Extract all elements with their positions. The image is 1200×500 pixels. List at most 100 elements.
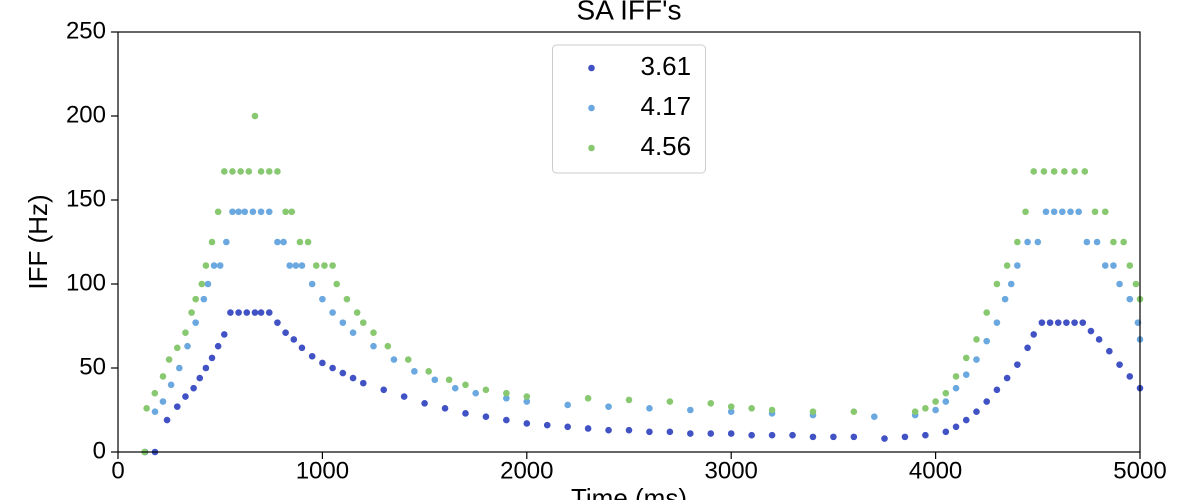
point [1126, 373, 1134, 380]
point [973, 356, 980, 363]
point [173, 403, 181, 410]
point [370, 342, 377, 350]
point [400, 393, 408, 400]
point [1001, 295, 1009, 303]
point [251, 112, 259, 120]
y-tick-label: 200 [66, 101, 106, 128]
point [304, 238, 312, 246]
point [584, 394, 592, 402]
point [451, 384, 459, 392]
point [1030, 168, 1038, 175]
point [257, 309, 265, 316]
point [962, 354, 970, 362]
point [223, 238, 230, 246]
series [151, 208, 1144, 421]
point [983, 398, 990, 405]
legend-label: 3.61 [641, 51, 692, 81]
point [339, 369, 347, 377]
point [220, 168, 228, 175]
point [421, 399, 428, 407]
point [1106, 347, 1113, 355]
series [141, 112, 1144, 456]
point [292, 262, 300, 269]
point [200, 295, 208, 303]
point [308, 352, 316, 360]
point [176, 364, 183, 372]
point [962, 416, 970, 424]
legend-label: 4.56 [641, 131, 692, 161]
point [384, 342, 392, 350]
point [922, 431, 929, 439]
point [349, 329, 357, 337]
y-axis-label: IFF (Hz) [23, 194, 53, 289]
point [1083, 238, 1091, 246]
point [192, 295, 199, 303]
point [282, 329, 289, 337]
point [329, 262, 336, 269]
point [321, 262, 328, 269]
point [1059, 208, 1066, 216]
point [1087, 327, 1095, 335]
point [646, 405, 653, 412]
point [1042, 208, 1050, 216]
point [666, 428, 674, 436]
point [1126, 295, 1134, 303]
point [1040, 168, 1048, 175]
y-tick-label: 50 [79, 353, 106, 380]
point [1050, 208, 1058, 216]
chart-title: SA IFF's [577, 0, 682, 25]
point [881, 435, 888, 442]
point [184, 342, 191, 350]
point [727, 430, 735, 437]
point [343, 295, 351, 303]
point [257, 168, 265, 175]
point [249, 208, 257, 216]
point [235, 309, 242, 316]
point [1014, 361, 1021, 368]
point [274, 319, 281, 326]
point [625, 426, 633, 434]
legend: 3.61 4.17 4.56 [552, 44, 706, 174]
x-tick-label: 1000 [296, 457, 349, 484]
x-tick-label: 3000 [705, 457, 758, 484]
point [220, 331, 228, 338]
point [329, 364, 336, 372]
point [503, 389, 510, 397]
point [462, 410, 469, 417]
point [214, 342, 222, 350]
point [952, 373, 960, 380]
point [983, 309, 990, 316]
point [625, 396, 633, 404]
point [319, 295, 326, 303]
point [850, 433, 858, 441]
point [973, 408, 980, 415]
y-tick-label: 250 [66, 17, 106, 44]
point [584, 425, 592, 432]
point [1014, 238, 1021, 246]
point [932, 406, 939, 414]
point [265, 208, 273, 216]
point [159, 398, 167, 405]
point [993, 319, 1001, 326]
point [190, 384, 197, 392]
plot-frame [117, 31, 1141, 453]
point [850, 408, 858, 415]
point [564, 423, 571, 431]
point [265, 168, 273, 175]
point [196, 374, 204, 382]
point [237, 168, 244, 175]
point [333, 280, 341, 288]
point [1095, 336, 1103, 343]
point [216, 262, 224, 269]
point [932, 398, 939, 405]
point [425, 368, 432, 375]
point [198, 280, 206, 288]
point [727, 403, 735, 410]
legend-box [552, 44, 706, 174]
point [911, 408, 919, 415]
point [789, 431, 796, 439]
point [523, 398, 531, 405]
point [809, 433, 817, 441]
point [687, 406, 694, 414]
point [329, 309, 336, 316]
